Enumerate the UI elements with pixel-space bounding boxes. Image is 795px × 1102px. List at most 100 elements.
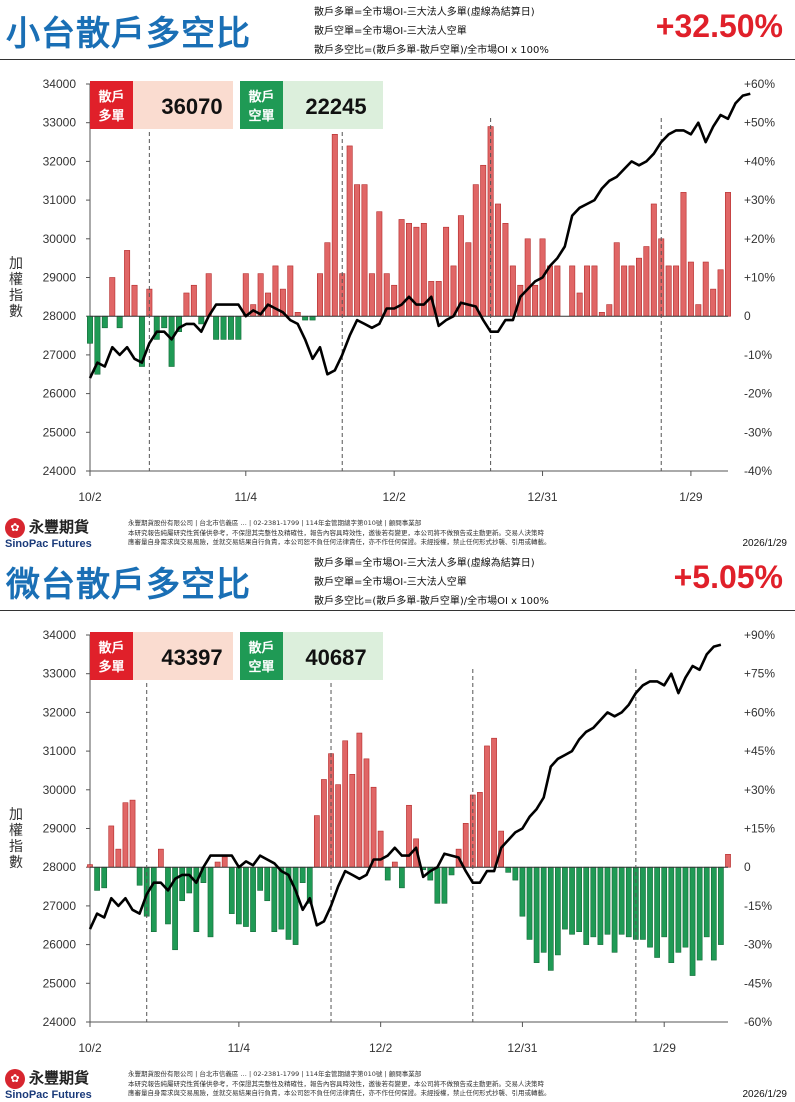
short-bar [434,866,441,904]
long-bar [294,312,301,317]
long-tag [90,81,133,129]
short-bar [302,315,309,321]
long-bar [108,825,115,868]
left-tick-label: 28000 [43,860,77,874]
definition-short: 散戶空單=全市場OI-三大法人空單 [314,26,467,37]
long-bar [502,223,509,317]
left-tick-label: 31000 [43,744,77,758]
long-bar [109,277,116,317]
right-tick-label: -15% [744,899,772,913]
definition-short: 散戶空單=全市場OI-三大法人空單 [314,577,467,588]
long-bar [725,854,731,868]
long-bar [480,164,487,317]
company-name: 永豐期貨 [29,1069,90,1087]
short-bar [505,866,512,873]
company-name-en: SinoPac Futures [5,1089,92,1101]
long-bar [349,774,356,868]
x-tick-label: 1/29 [679,490,703,504]
right-tick-label: +45% [744,744,775,758]
y-axis-label-char: 數 [9,303,23,319]
right-tick-label: +30% [744,783,775,797]
left-tick-label: 30000 [43,783,77,797]
disclaimer: 永豐期貨股份有限公司 | 台北市信義區 … | 02-2381-1799 | 1… [128,519,551,548]
ratio-chart: 24000 25000 26000 27000 28000 29000 30000 31000… [9,77,775,504]
left-tick-label: 27000 [43,348,77,362]
short-bar [101,866,108,889]
short-bar [540,866,547,953]
short-bar [689,866,696,976]
left-tick-label: 28000 [43,309,77,323]
y-axis-label-char: 指 [9,287,23,303]
long-bar [324,242,331,317]
long-bar [484,745,490,868]
long-bar [546,265,553,317]
x-tick-label: 11/4 [235,490,258,504]
long-bar [183,292,190,317]
long-bar [370,786,377,868]
short-bar [604,866,611,935]
short-bar [399,866,405,889]
left-tick-label: 32000 [43,154,77,168]
x-tick-label: 12/2 [382,490,406,504]
short-bar [625,866,632,938]
long-bar [584,265,591,317]
left-tick-label: 31000 [43,193,77,207]
sinopac-logo-icon: ✿ [5,1069,25,1089]
short-bar [555,866,561,956]
long-bar [665,265,672,317]
short-bar [161,315,168,329]
short-bar [213,315,220,340]
long-bar [331,134,338,317]
left-tick-label: 26000 [43,387,77,401]
short-bar [207,866,214,938]
long-bar [598,312,605,317]
short-bar [186,866,193,894]
short-bar [278,866,285,930]
short-bar [533,866,540,963]
long-bar [457,215,464,317]
long-bar [462,823,469,868]
long-bar [115,848,122,868]
divider [0,610,795,611]
left-tick-label: 27000 [43,899,77,913]
long-bar [317,273,323,317]
short-bar [198,315,205,325]
definitions: 散戶多單=全市場OI-三大法人多單(虛線為結算日) 散戶空單=全市場OI-三大法… [314,554,549,611]
definition-ratio: 散戶多空比=(散戶多單-散戶空單)/全市場OI x 100% [314,45,549,56]
disclaimer: 永豐期貨股份有限公司 | 台北市信義區 … | 02-2381-1799 | 1… [128,1070,551,1099]
short-bar [299,866,306,883]
right-tick-label: +90% [744,628,775,642]
x-tick-label: 10/2 [78,1041,102,1055]
long-bar [377,830,384,868]
disclaimer-line: 永豐期貨股份有限公司 | 台北市信義區 … | 02-2381-1799 | 1… [128,1070,422,1078]
left-tick-label: 29000 [43,271,77,285]
short-bar [519,866,526,917]
left-tick-label: 24000 [43,1015,77,1029]
long-bar [363,758,370,868]
index-line [88,92,751,379]
long-bar [532,284,539,317]
short-bar [654,866,660,958]
short-value-box [283,632,383,680]
long-bar [710,288,717,317]
long-bar [376,211,383,317]
long-bar [346,145,353,317]
long-bar [129,799,136,868]
short-bar [136,866,143,886]
long-bar [391,284,398,317]
short-tag-label: 散戶 [248,89,274,104]
right-tick-label: +75% [744,667,775,681]
short-bar [675,866,682,953]
long-bar [628,265,635,317]
long-bar [613,242,620,317]
long-value-box [133,632,233,680]
ratio-chart: 24000 25000 26000 27000 28000 29000 30000 31000… [9,628,775,1055]
long-bar [335,784,341,868]
long-bar [495,203,501,317]
long-bar [472,184,479,317]
long-bar [406,804,412,868]
short-bar [640,866,646,940]
report-date: 2026/1/29 [742,538,788,549]
long-bar [702,261,709,317]
long-bar [621,265,628,317]
